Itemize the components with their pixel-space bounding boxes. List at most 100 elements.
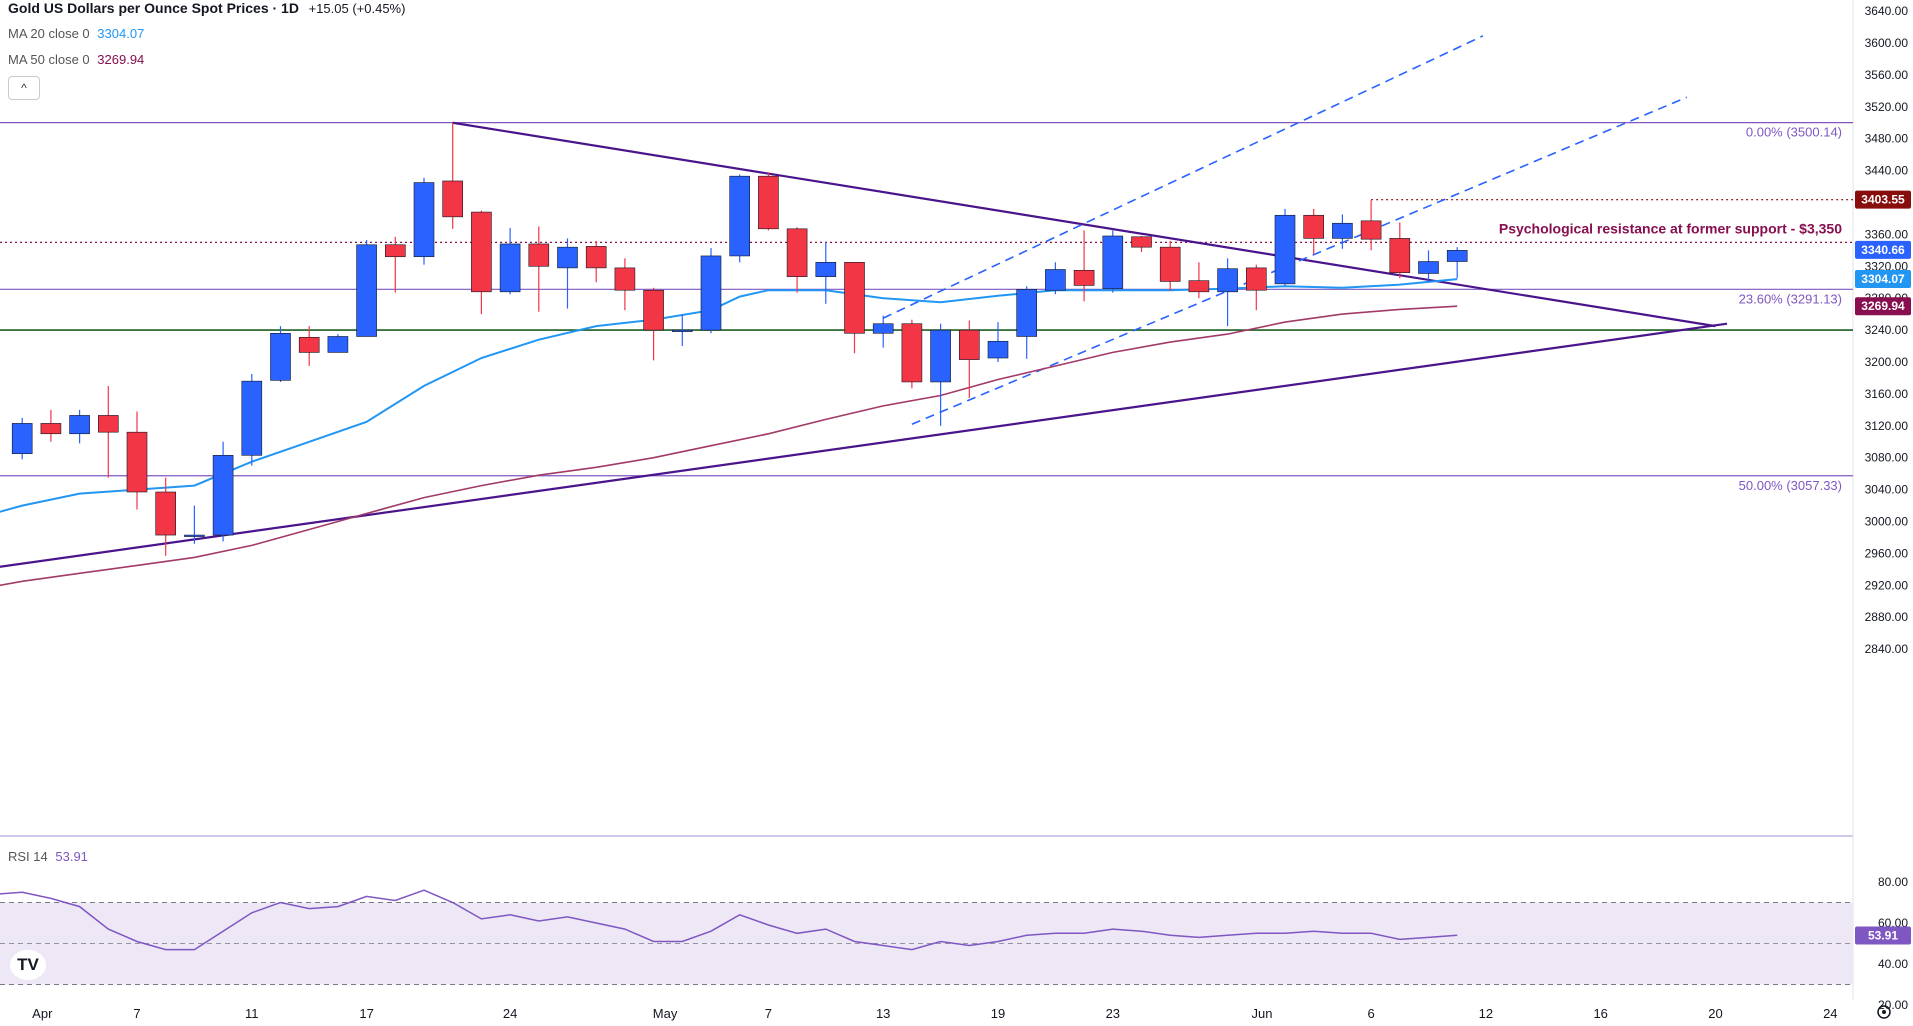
candle-body[interactable] [1418,261,1439,274]
candle-body[interactable] [815,262,837,277]
candle-body[interactable] [327,336,349,353]
price-tag-text: 3269.94 [1861,299,1905,313]
rsi-legend[interactable]: RSI 14 53.91 [8,849,88,865]
chart-legend: Gold US Dollars per Ounce Spot Prices · … [8,0,405,17]
candle-body[interactable] [987,340,1009,359]
candle-body[interactable] [643,289,664,331]
candle-body[interactable] [40,423,62,435]
candle-body[interactable] [1332,222,1353,239]
candle-body[interactable] [11,423,33,455]
candle-body[interactable] [442,180,464,218]
ma20-label: MA 20 close 0 [8,26,90,41]
price-tick-label: 3200.00 [1865,355,1909,369]
price-tag-text: 3403.55 [1861,193,1905,207]
candle-body[interactable] [1274,214,1296,285]
candle-body[interactable] [1188,280,1210,293]
time-tick-label: 24 [503,1006,517,1021]
candle-body[interactable] [1159,246,1181,282]
trendline[interactable] [452,121,1716,328]
candle-body[interactable] [872,323,894,334]
candle-body[interactable] [384,244,406,258]
candle-body[interactable] [212,455,234,536]
price-tick-label: 2840.00 [1865,642,1909,656]
candle-body[interactable] [1446,250,1468,262]
time-tick-label: 7 [133,1006,140,1021]
candle-body[interactable] [557,246,578,269]
price-tick-label: 3360.00 [1865,227,1909,241]
candle-body[interactable] [126,431,148,493]
candle-body[interactable] [901,323,923,383]
candle-body[interactable] [69,415,90,435]
rsi-tag-text: 53.91 [1868,928,1898,942]
time-tick-label: 7 [765,1006,772,1021]
symbol-title: Gold US Dollars per Ounce Spot Prices · … [8,0,299,16]
candle-body[interactable] [844,262,865,334]
candle-body[interactable] [499,243,521,293]
rsi-tick-label: 20.00 [1878,998,1908,1012]
candle-body[interactable] [729,175,751,257]
trendline[interactable] [0,322,1728,572]
candle-body[interactable] [1389,238,1411,273]
collapse-legend-button[interactable]: ^ [8,76,40,100]
candle-body[interactable] [241,380,263,456]
ma20-value: 3304.07 [97,26,145,41]
candle-body[interactable] [585,246,607,269]
price-tick-label: 2960.00 [1865,546,1909,560]
rsi-label: RSI 14 [8,849,48,864]
candle-body[interactable] [356,244,377,337]
candle-body[interactable] [1246,267,1267,291]
candle-body[interactable] [958,329,980,360]
price-tick-label: 2920.00 [1865,578,1909,592]
candle-body[interactable] [758,175,779,230]
price-tick-label: 3160.00 [1865,387,1909,401]
time-tick-label: Jun [1252,1006,1273,1021]
price-tag-text: 3304.07 [1861,272,1905,286]
settings-gear-icon[interactable] [1877,1005,1891,1019]
candle-body[interactable] [1303,214,1324,239]
channel-line[interactable] [882,35,1484,319]
candle-body[interactable] [413,182,435,258]
candle-body[interactable] [270,332,291,381]
candle-body[interactable] [98,415,119,433]
price-tick-label: 3560.00 [1865,68,1909,82]
price-tick-label: 3440.00 [1865,164,1909,178]
candle-body[interactable] [184,534,205,537]
ma50-value: 3269.94 [97,52,145,67]
candle-body[interactable] [930,329,951,383]
candle-body[interactable] [1360,220,1382,240]
candle-body[interactable] [700,255,722,331]
time-tick-label: 23 [1106,1006,1120,1021]
candle-body[interactable] [614,267,636,291]
candle-body[interactable] [1045,269,1066,291]
candle-body[interactable] [786,228,808,277]
price-axis: 2840.00 2880.00 2920.00 2960.00 3000.00 3040.… [1855,4,1911,1012]
channel-line[interactable] [911,96,1688,425]
tradingview-logo[interactable]: TV [10,950,46,980]
rsi-pane [0,889,1853,985]
rsi-line[interactable] [0,889,1458,951]
price-tick-label: 3000.00 [1865,515,1909,529]
candle-body[interactable] [471,211,492,293]
price-tag [1855,240,1911,259]
price-tick-label: 3600.00 [1865,36,1909,50]
chevron-up-icon: ^ [21,81,27,95]
candle-body[interactable] [671,329,693,332]
time-tick-label: 12 [1479,1006,1493,1021]
price-tick-label: 3520.00 [1865,100,1909,114]
chart-grid [0,0,1854,1000]
price-tick-label: 3040.00 [1865,483,1909,497]
candle-body[interactable] [1102,235,1124,289]
ma20-legend[interactable]: MA 20 close 0 3304.07 [8,26,144,42]
candle-body[interactable] [298,336,320,353]
candle-body[interactable] [528,243,550,267]
time-tick-label: 20 [1708,1006,1722,1021]
candle-body[interactable] [1016,289,1038,337]
price-tag [1855,190,1911,209]
candle-body[interactable] [1131,236,1152,248]
candle-body[interactable] [1217,268,1238,293]
candle-body[interactable] [155,491,176,536]
ma50-line[interactable] [0,305,1458,592]
ma50-legend[interactable]: MA 50 close 0 3269.94 [8,52,144,68]
candle-body[interactable] [1073,269,1095,286]
